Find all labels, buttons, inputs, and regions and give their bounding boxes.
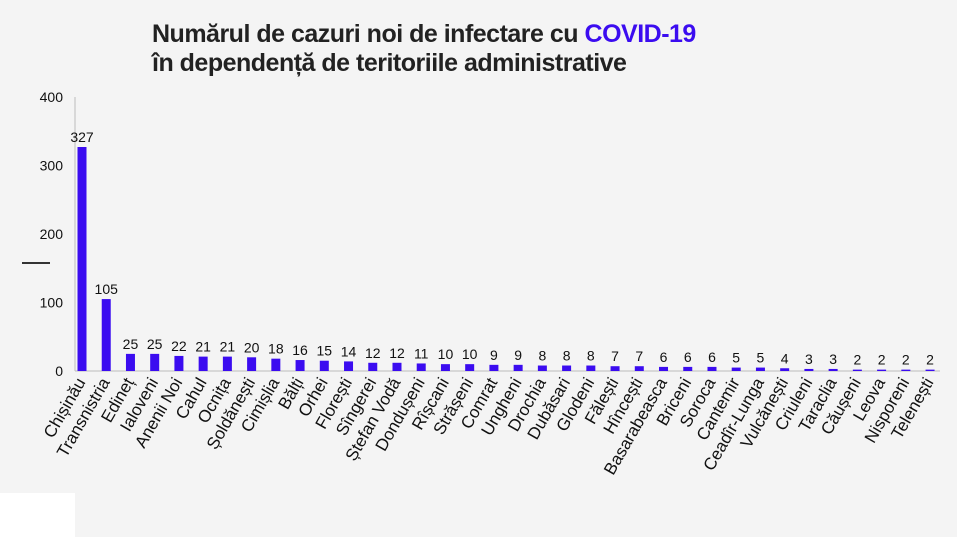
data-label: 9	[490, 347, 498, 363]
data-label: 5	[732, 350, 740, 366]
bar	[537, 365, 547, 371]
bar	[125, 353, 135, 371]
bar	[440, 364, 450, 371]
data-label: 7	[635, 348, 643, 364]
data-label: 10	[438, 346, 454, 362]
bar	[101, 299, 111, 371]
bar	[319, 360, 329, 371]
data-label: 21	[220, 339, 236, 355]
bar	[247, 357, 257, 371]
data-label: 105	[95, 281, 119, 297]
data-label: 5	[757, 350, 765, 366]
data-label: 25	[123, 336, 139, 352]
data-label: 12	[365, 345, 381, 361]
y-tick-label: 0	[55, 363, 63, 379]
bar	[634, 366, 644, 371]
data-label: 4	[781, 350, 789, 366]
bar	[610, 366, 620, 371]
title-line-1-text: Numărul de cazuri noi de infectare cu	[152, 20, 585, 48]
white-corner	[0, 493, 75, 537]
data-label: 8	[587, 348, 595, 364]
bar	[222, 356, 232, 371]
data-label: 25	[147, 336, 163, 352]
bar	[198, 356, 208, 371]
data-label: 3	[829, 351, 837, 367]
bar	[174, 355, 184, 371]
data-label: 8	[563, 348, 571, 364]
bar	[877, 369, 887, 371]
data-label: 15	[317, 343, 333, 359]
bar	[77, 147, 87, 371]
data-label: 327	[70, 129, 94, 145]
bar	[368, 362, 378, 371]
bar	[780, 368, 790, 371]
bar	[586, 365, 596, 371]
bar	[392, 362, 402, 371]
data-label: 7	[611, 348, 619, 364]
bar	[683, 366, 693, 371]
y-tick-label: 300	[40, 158, 64, 174]
data-label: 2	[878, 352, 886, 368]
bar	[828, 368, 838, 371]
bar	[295, 360, 305, 371]
y-tick-label: 100	[40, 295, 64, 311]
bar	[271, 358, 281, 371]
bar	[489, 364, 499, 371]
y-tick-label: 200	[40, 226, 64, 242]
bar	[465, 364, 475, 371]
data-label: 6	[684, 349, 692, 365]
data-label: 11	[414, 345, 429, 361]
bar	[852, 369, 862, 371]
title-line-2: în dependență de teritoriile administrat…	[152, 49, 627, 77]
chart-title: Numărul de cazuri noi de infectare cu CO…	[152, 20, 696, 78]
dash-mark	[22, 262, 50, 264]
data-label: 3	[805, 351, 813, 367]
bar	[344, 361, 354, 371]
title-line-1: Numărul de cazuri noi de infectare cu CO…	[152, 20, 696, 49]
data-label: 14	[341, 343, 357, 359]
data-label: 6	[708, 349, 716, 365]
category-labels: ChișinăuTransnistriaEdinețIaloveniAnenii…	[40, 374, 938, 478]
data-label: 16	[292, 342, 308, 358]
bars	[77, 147, 935, 371]
data-label: 10	[462, 346, 478, 362]
bar	[562, 365, 572, 371]
data-label: 20	[244, 339, 260, 355]
data-label: 2	[926, 352, 934, 368]
y-tick-label: 400	[40, 89, 64, 105]
data-label: 22	[171, 338, 187, 354]
bar	[755, 367, 765, 371]
data-label: 6	[660, 349, 668, 365]
bar	[707, 366, 717, 371]
bar	[804, 368, 814, 371]
data-label: 8	[538, 348, 546, 364]
bar	[659, 366, 669, 371]
data-label: 2	[902, 352, 910, 368]
bar	[925, 369, 935, 371]
bar	[416, 363, 426, 371]
bar	[513, 364, 523, 371]
data-label: 18	[268, 341, 284, 357]
title-highlight: COVID-19	[584, 20, 697, 48]
y-tick-labels: 0 100 200 300 400	[40, 89, 64, 379]
data-label: 2	[853, 352, 861, 368]
bar	[150, 353, 160, 371]
data-label: 21	[195, 339, 211, 355]
bar	[731, 367, 741, 371]
bar	[901, 369, 911, 371]
data-label: 9	[514, 347, 522, 363]
data-label: 12	[389, 345, 405, 361]
